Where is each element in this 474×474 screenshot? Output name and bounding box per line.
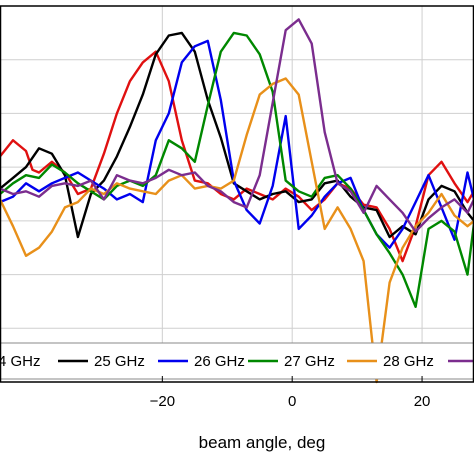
x-tick-label: −20: [150, 393, 175, 410]
plot-frame: [0, 5, 474, 383]
legend: 4 GHz 25 GHz 26 GHz 27 GHz 28 GHz: [0, 353, 474, 370]
series-line-1: [0, 50, 474, 263]
legend-label: 25 GHz: [94, 353, 145, 370]
grid: [0, 5, 474, 382]
series-line-3: [0, 39, 474, 249]
series-line-2: [0, 31, 474, 239]
series-lines: [0, 18, 474, 384]
series-line-5: [0, 77, 474, 384]
legend-label: 28 GHz: [383, 353, 434, 370]
x-tick-label: 20: [414, 393, 431, 410]
series-line-6: [0, 18, 474, 233]
legend-label: 27 GHz: [284, 353, 335, 370]
x-axis-title: beam angle, deg: [199, 433, 326, 452]
x-tick-labels: −20 0 20: [150, 376, 431, 410]
legend-label: 26 GHz: [194, 353, 245, 370]
x-tick-label: 0: [288, 393, 296, 410]
legend-label: 4 GHz: [0, 353, 41, 370]
